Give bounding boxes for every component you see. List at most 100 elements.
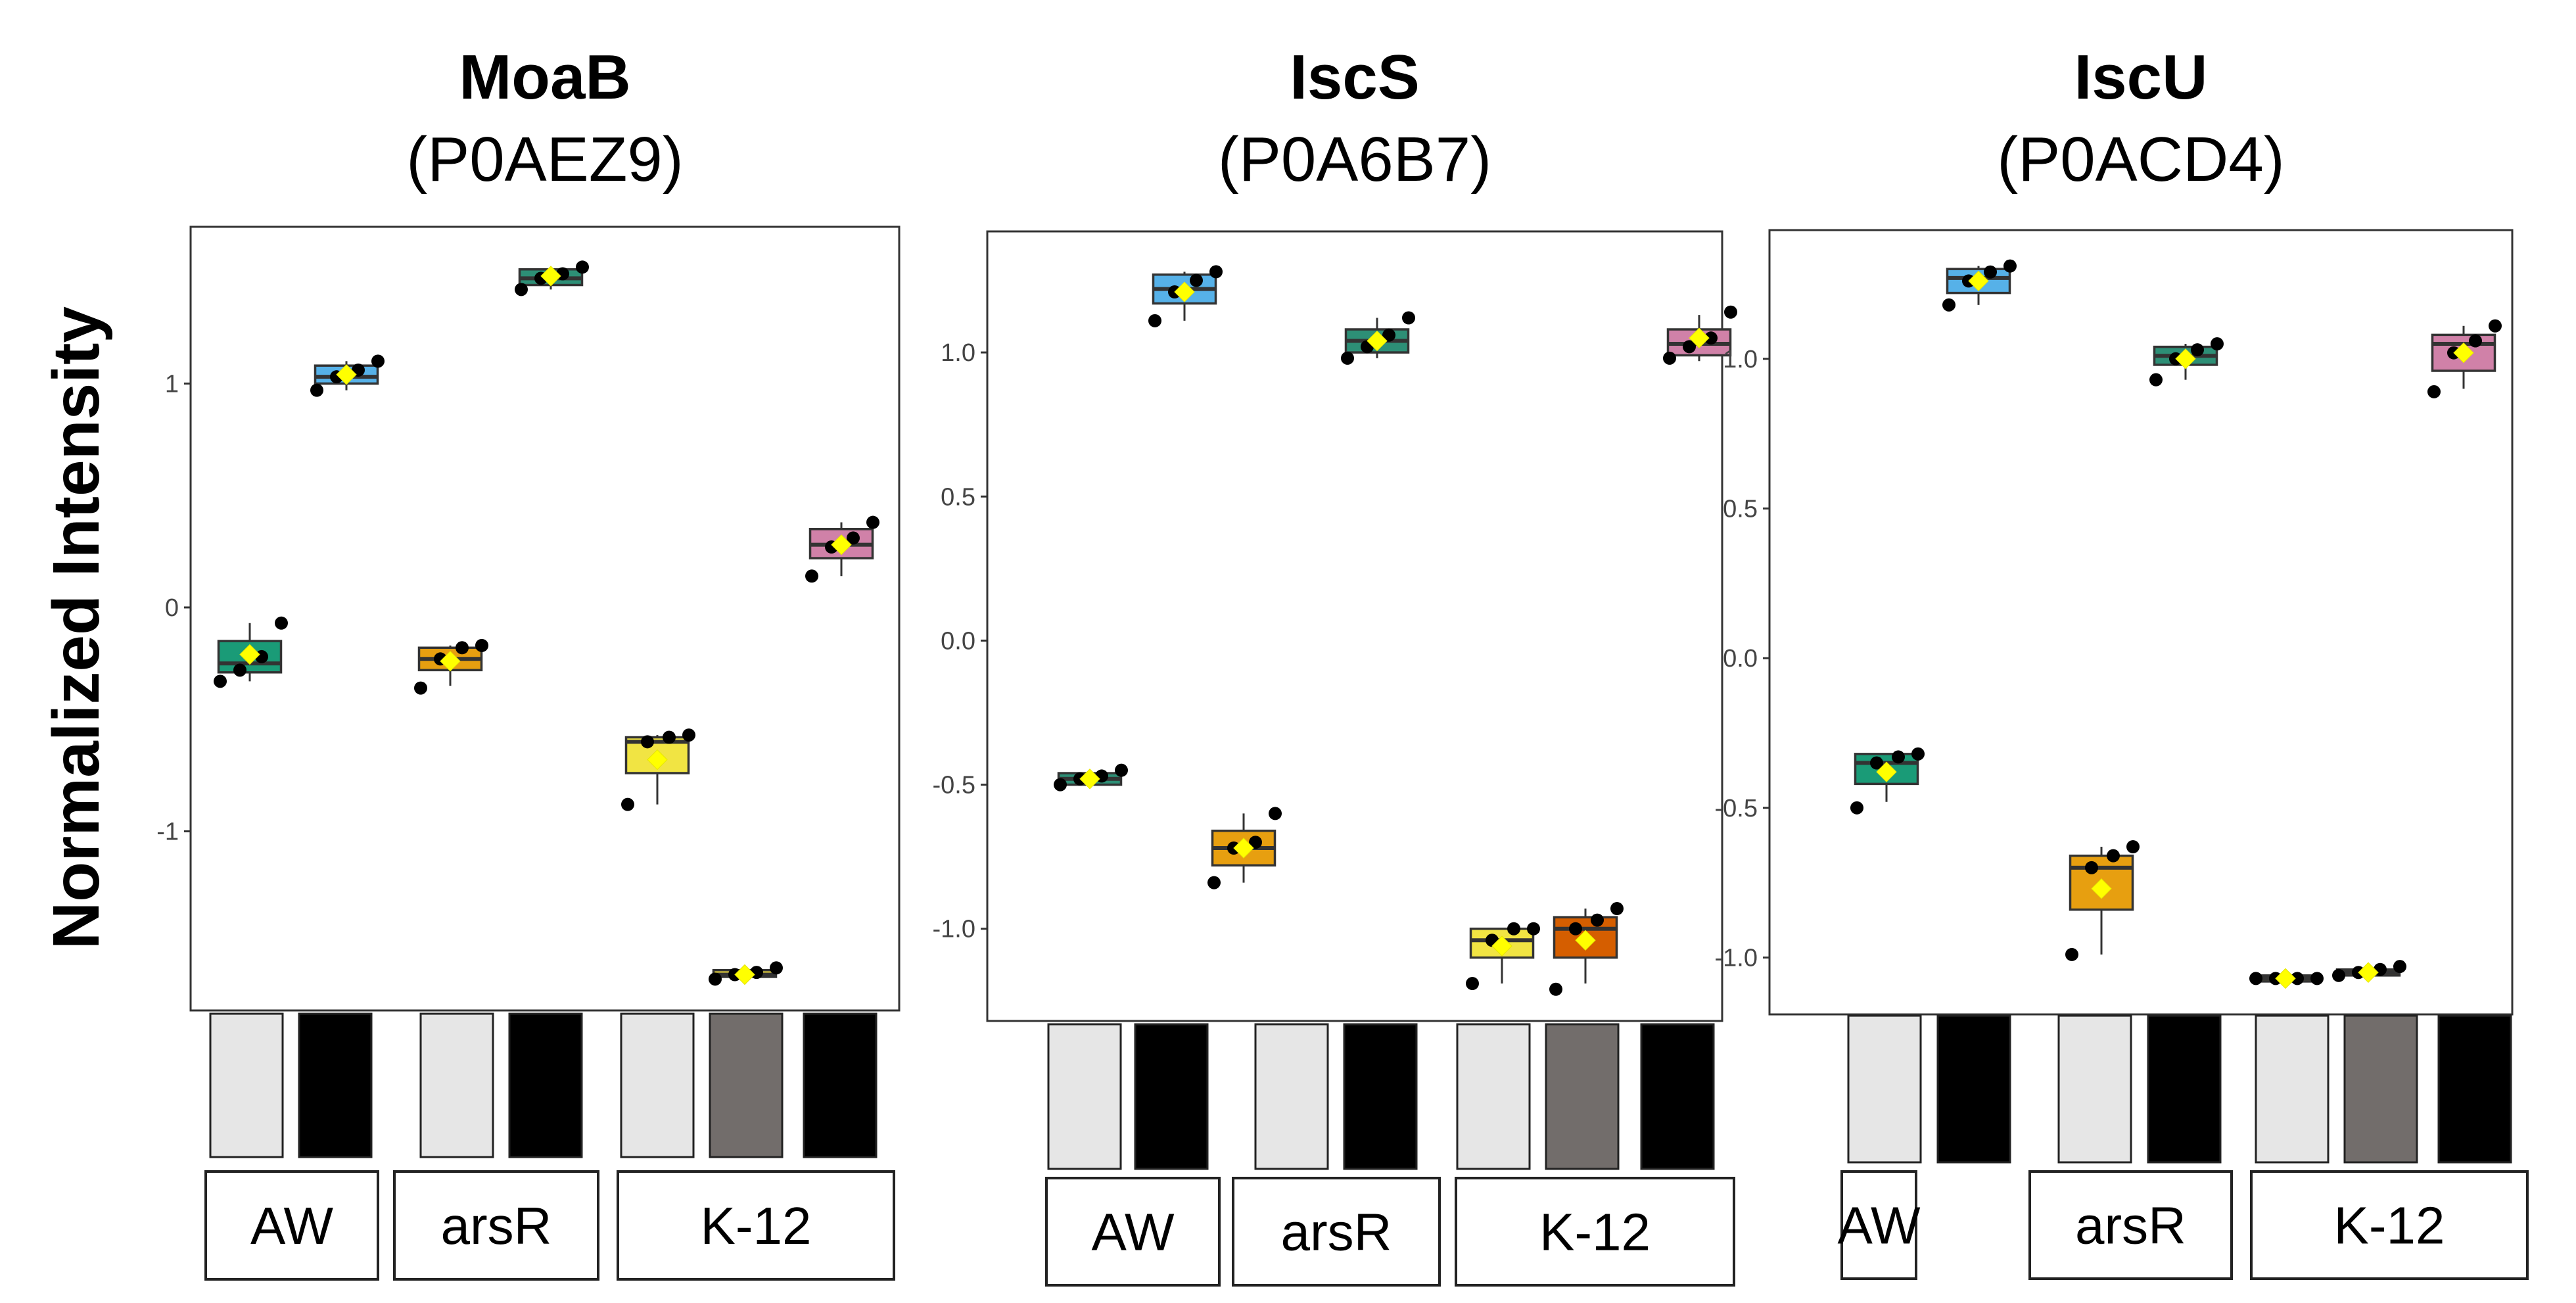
- data-point: [1704, 331, 1718, 345]
- data-point: [2003, 259, 2017, 273]
- plot-frame: [1768, 229, 2514, 1016]
- box-arsr-light: [414, 638, 488, 695]
- y-tick-label: 0.5: [1723, 495, 1758, 523]
- data-point: [1610, 902, 1624, 916]
- y-tick-label: 0: [165, 594, 179, 622]
- mean-marker: [734, 964, 755, 985]
- panel-title: IscS: [1290, 42, 1419, 112]
- group-label: arsR: [441, 1196, 552, 1255]
- data-point: [847, 531, 860, 545]
- condition-swatch: [1545, 1023, 1620, 1170]
- panel-title: MoaB: [459, 42, 630, 112]
- data-point: [805, 569, 818, 583]
- data-point: [1115, 763, 1128, 777]
- mean-marker: [2175, 348, 2196, 369]
- data-point: [2469, 334, 2482, 348]
- data-point: [1148, 314, 1161, 327]
- data-point: [1207, 876, 1221, 889]
- y-tick-label: -1: [156, 818, 179, 846]
- panel-title: IscU: [2074, 42, 2208, 112]
- data-point: [414, 681, 427, 695]
- data-point: [2065, 947, 2078, 961]
- condition-swatch: [1847, 1014, 1922, 1164]
- data-point: [2427, 385, 2441, 398]
- data-point: [2393, 960, 2406, 974]
- mean-marker: [1174, 281, 1195, 302]
- mean-marker: [2275, 968, 2296, 989]
- y-tick-label: 1.0: [1723, 346, 1758, 373]
- condition-swatch: [1254, 1023, 1329, 1170]
- mean-marker: [540, 266, 561, 287]
- box-k-12-light: [621, 728, 695, 811]
- condition-swatch: [2343, 1014, 2418, 1164]
- data-point: [1209, 265, 1223, 279]
- group-label: K-12: [1539, 1203, 1651, 1262]
- data-point: [2085, 861, 2098, 874]
- group-box: [1455, 1177, 1735, 1287]
- group-box: [2028, 1170, 2233, 1280]
- group-box: [617, 1170, 895, 1281]
- mean-marker: [2358, 962, 2379, 983]
- data-point: [770, 961, 783, 975]
- box-k-12-grey: [709, 961, 783, 986]
- data-point: [1663, 351, 1676, 365]
- data-point: [371, 354, 385, 368]
- condition-swatch: [1134, 1023, 1209, 1170]
- group-box: [393, 1170, 599, 1281]
- panels: MoaB (P0AEZ9) -1 0 1 AW arsR K-12 IscS (P0A6B7) -1…: [156, 42, 2529, 1287]
- data-point: [1683, 340, 1696, 354]
- group-box: [1045, 1177, 1221, 1287]
- condition-swatch: [1936, 1014, 2011, 1164]
- mean-marker: [1689, 327, 1710, 348]
- box-aw-dark: [1942, 259, 2017, 312]
- group-label: AW: [1838, 1196, 1921, 1255]
- data-point: [2310, 972, 2324, 985]
- data-point: [2489, 319, 2502, 333]
- data-point: [2291, 972, 2304, 985]
- box-k-12-dark: [805, 515, 879, 583]
- y-tick-label: 0.0: [1723, 645, 1758, 673]
- condition-swatch: [508, 1012, 583, 1158]
- data-point: [663, 730, 676, 744]
- condition-swatch: [419, 1012, 494, 1158]
- data-point: [1911, 747, 1925, 761]
- data-point: [214, 675, 227, 688]
- group-label: AW: [1092, 1203, 1175, 1262]
- condition-swatch: [2255, 1014, 2330, 1164]
- condition-swatch: [298, 1012, 373, 1158]
- data-point: [1850, 801, 1863, 815]
- mean-marker: [2453, 342, 2474, 364]
- data-point: [1269, 807, 1282, 820]
- box-aw-light: [214, 616, 288, 688]
- data-point: [275, 616, 288, 630]
- mean-marker: [1491, 936, 1512, 957]
- mean-marker: [1367, 330, 1388, 352]
- plot-frame: [986, 230, 1723, 1022]
- data-point: [576, 260, 589, 274]
- data-point: [1054, 778, 1067, 792]
- data-point: [310, 383, 323, 397]
- box-k-12-grey: [1549, 902, 1624, 996]
- group-label: arsR: [2075, 1196, 2186, 1255]
- mean-marker: [831, 534, 852, 556]
- data-point: [1724, 305, 1737, 319]
- group-box: [2250, 1170, 2529, 1280]
- condition-swatch: [1047, 1023, 1122, 1170]
- condition-swatch: [1640, 1023, 1715, 1170]
- chart-panel: IscU (P0ACD4) -1.0 -0.5 0.0 0.5 1.0 AW arsR K-12: [1715, 42, 2529, 1280]
- mean-marker: [1233, 838, 1254, 859]
- y-tick-label: 0.5: [941, 483, 975, 511]
- data-point: [1382, 328, 1395, 342]
- mean-marker: [239, 644, 260, 665]
- y-tick-label: 1.0: [941, 339, 975, 367]
- y-tick-label: 0.0: [941, 627, 975, 655]
- condition-swatch: [2147, 1014, 2222, 1164]
- box-k-12-grey: [2332, 960, 2406, 983]
- data-point: [2149, 373, 2163, 387]
- chart-panel: MoaB (P0AEZ9) -1 0 1 AW arsR K-12: [156, 42, 901, 1281]
- box-arsr-dark: [2149, 337, 2224, 387]
- mean-marker: [2091, 878, 2112, 899]
- data-point: [709, 972, 722, 986]
- box-k-12-dark: [1663, 305, 1737, 365]
